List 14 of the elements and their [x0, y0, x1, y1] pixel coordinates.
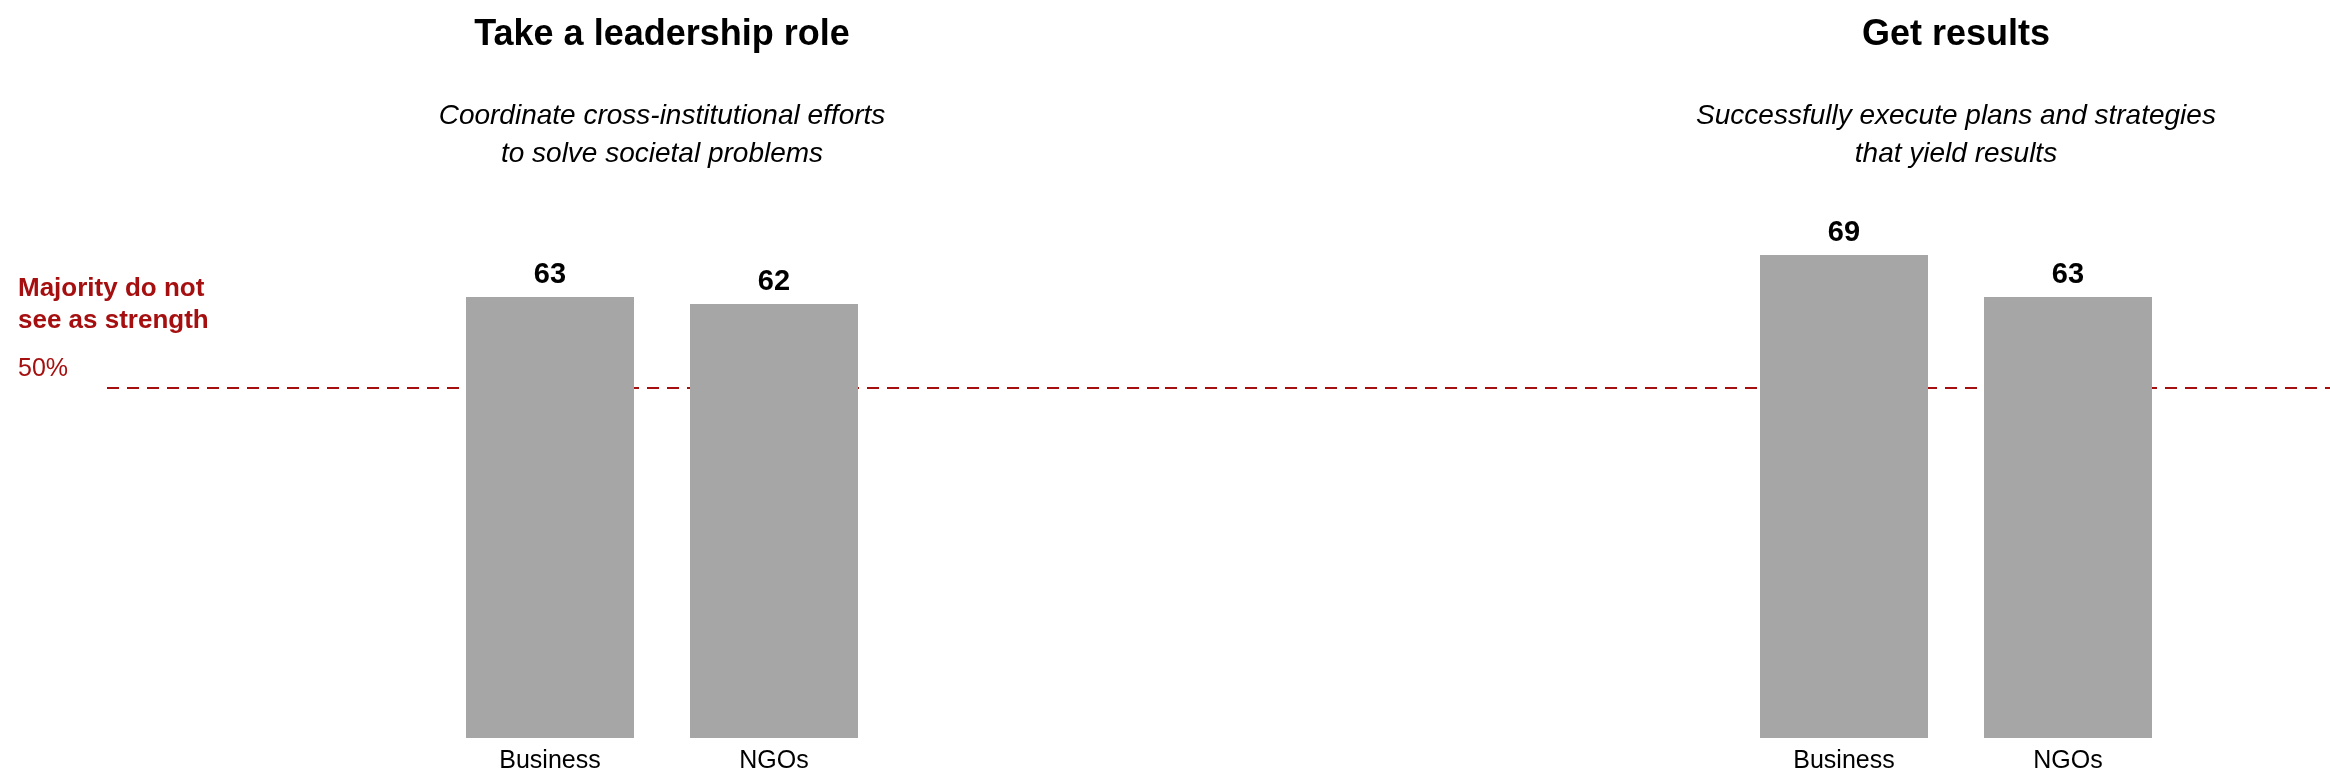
- data-label: 62: [757, 264, 791, 296]
- x-tick-label: NGOs: [2033, 745, 2103, 773]
- ref-line-label: 50%: [18, 353, 69, 381]
- data-label: 63: [533, 257, 567, 289]
- x-tick-label: Business: [499, 745, 601, 773]
- chart-subtitle: Successfully execute plans and strategies that yield results: [1696, 99, 2216, 168]
- x-tick-label: NGOs: [739, 745, 809, 773]
- data-label: 69: [1827, 215, 1861, 247]
- text: Majority do not see as strength: [18, 272, 209, 334]
- chart-subtitle: Coordinate cross-institutional efforts to solve societal problems: [438, 99, 886, 168]
- data-label: 63: [2051, 257, 2085, 289]
- x-tick-label: Business: [1793, 745, 1895, 773]
- chart-title: Take a leadership role: [474, 12, 850, 53]
- chart-title: Get results: [1861, 12, 2051, 53]
